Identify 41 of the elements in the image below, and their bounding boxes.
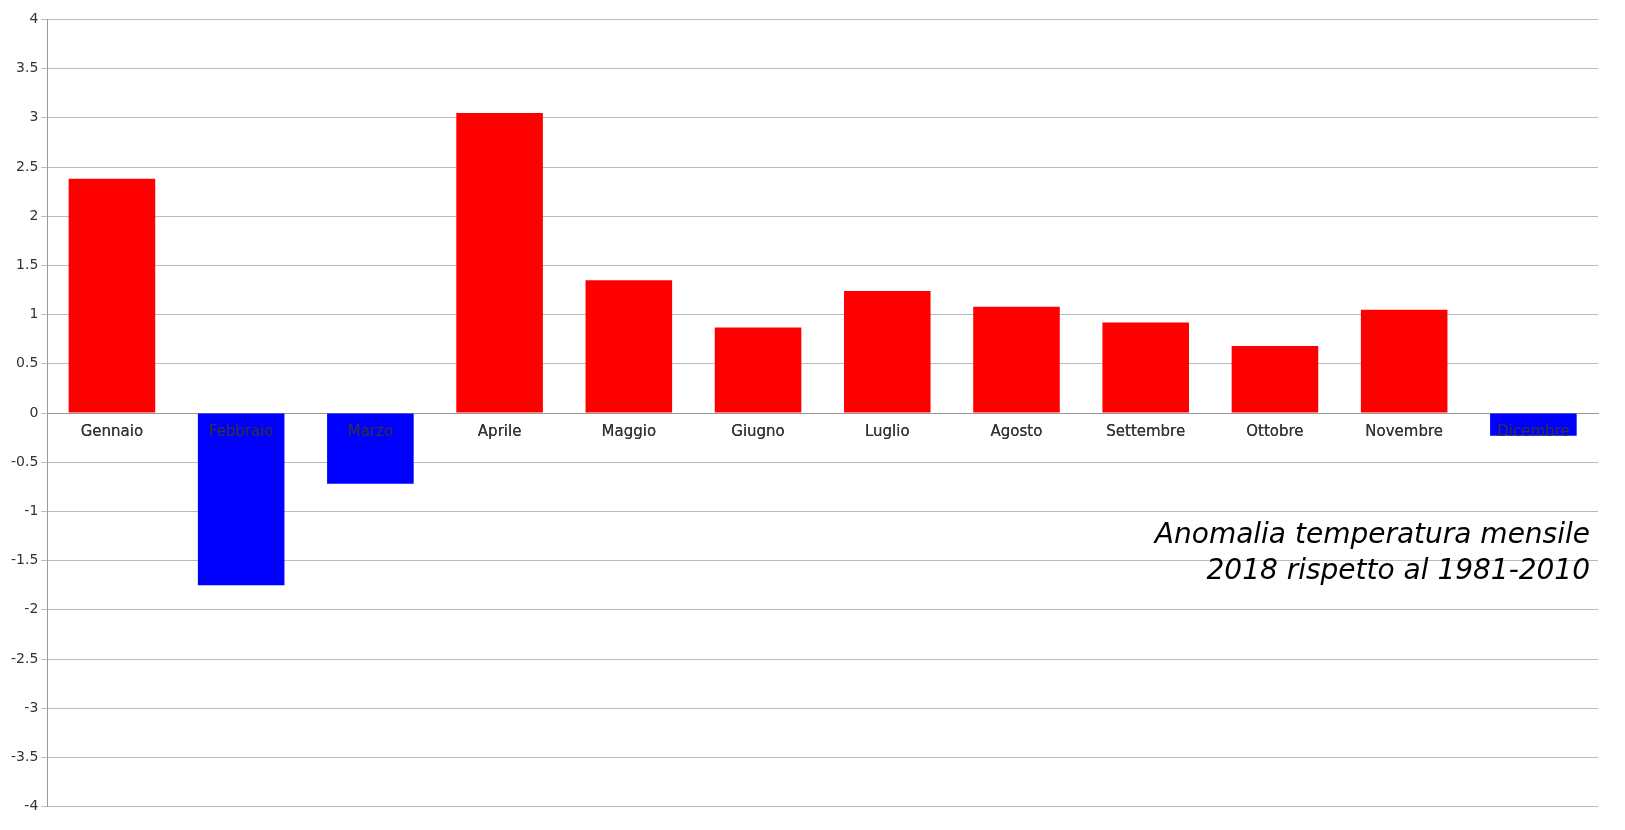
y-tick-label: -4 <box>24 797 39 814</box>
bar <box>327 413 414 484</box>
bar <box>1102 322 1190 413</box>
y-tick-label: 4 <box>29 10 39 27</box>
bar <box>456 112 543 413</box>
x-tick-label: Ottobre <box>1246 421 1304 440</box>
y-tick-label: 3 <box>29 108 39 125</box>
annotation: Anomalia temperatura mensile 2018 rispetto al 1981-2010 <box>1152 517 1590 587</box>
y-tick-label: -1 <box>24 502 39 519</box>
y-tick-label: -0.5 <box>10 452 39 469</box>
y-tick-label: 3.5 <box>16 59 39 76</box>
x-tick-label: Marzo <box>347 421 394 440</box>
x-tick-label: Agosto <box>990 421 1043 440</box>
bar <box>1360 309 1448 413</box>
y-tick-label: 2 <box>29 206 39 223</box>
y-tick-label: 1.5 <box>16 256 39 273</box>
bar <box>197 413 285 586</box>
bar <box>1231 346 1319 413</box>
x-tick-label: Maggio <box>601 421 657 440</box>
x-tick-label: Gennaio <box>80 421 144 440</box>
y-tick-label: 1 <box>29 305 39 322</box>
y-tick-label: -3.5 <box>10 748 39 765</box>
y-tick-label: -1.5 <box>10 551 39 568</box>
x-tick-label: Luglio <box>864 421 910 440</box>
bar <box>68 178 156 413</box>
x-tick-label: Giugno <box>731 421 785 440</box>
x-tick-label: Settembre <box>1106 421 1186 440</box>
bar <box>973 306 1060 413</box>
y-tick-label: -3 <box>24 698 39 715</box>
x-tick-label: Aprile <box>477 421 522 440</box>
y-tick-label: -2.5 <box>10 649 39 666</box>
bar <box>714 327 802 413</box>
y-tick-label: 2.5 <box>16 157 39 174</box>
x-tick-label: Dicembre <box>1497 421 1570 440</box>
y-tick-label: -2 <box>24 600 39 617</box>
y-tick-label: 0.5 <box>16 354 39 371</box>
x-tick-label: Febbraio <box>208 421 274 440</box>
x-tick-label: Novembre <box>1365 421 1444 440</box>
bar <box>843 290 931 413</box>
bar <box>585 280 673 413</box>
y-tick-label: 0 <box>29 403 39 420</box>
